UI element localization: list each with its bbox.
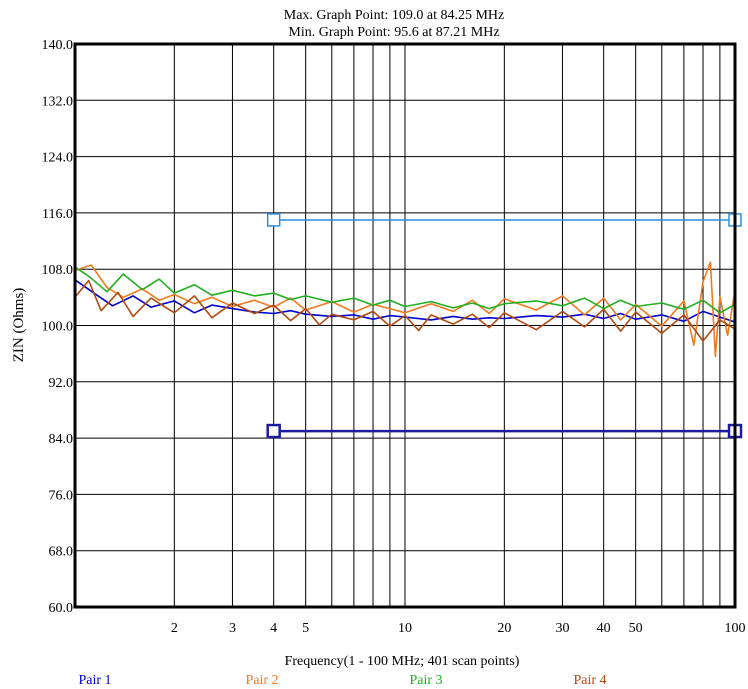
x-tick-label: 40 — [597, 621, 611, 636]
series-line-pair-4 — [74, 279, 736, 342]
y-tick-label: 140.0 — [42, 38, 74, 53]
y-tick-label: 108.0 — [42, 263, 74, 278]
legend-entry-pair-4: Pair 4 — [573, 673, 606, 688]
y-tick-label: 124.0 — [42, 151, 74, 166]
x-tick-label: 2 — [171, 621, 178, 636]
legend: Pair 1 Pair 2 Pair 3 Pair 4 — [78, 673, 606, 688]
limit-marker — [266, 213, 281, 227]
y-tick-label: 84.0 — [49, 432, 74, 447]
legend-entry-pair-1: Pair 1 — [78, 673, 111, 688]
series-line-pair-1 — [74, 279, 736, 323]
x-tick-label: 3 — [229, 621, 236, 636]
series-line-pair-3 — [74, 266, 736, 314]
x-tick-label: 100 — [725, 621, 746, 636]
x-tick-label: 5 — [302, 621, 309, 636]
x-axis-label: Frequency(1 - 100 MHz; 401 scan points) — [285, 654, 520, 669]
grid — [75, 43, 735, 608]
legend-entry-pair-3: Pair 3 — [409, 673, 442, 688]
y-tick-label: 68.0 — [49, 545, 74, 560]
x-tick-label: 20 — [497, 621, 511, 636]
x-tick-label: 10 — [398, 621, 412, 636]
legend-entry-pair-2: Pair 2 — [245, 673, 278, 688]
plot-frame — [73, 42, 737, 609]
x-tick-label: 30 — [555, 621, 569, 636]
y-tick-label: 76.0 — [49, 488, 74, 503]
y-tick-labels: 60.0 68.0 76.0 84.0 92.0 100.0 108.0 116.0 124.0… — [42, 38, 74, 616]
y-tick-label: 100.0 — [42, 320, 74, 335]
limit-marker — [266, 423, 281, 439]
y-tick-label: 60.0 — [49, 601, 74, 616]
subtitle-max: Max. Graph Point: 109.0 at 84.25 MHz — [284, 8, 504, 23]
subtitle-min: Min. Graph Point: 95.6 at 87.21 MHz — [288, 25, 499, 40]
x-tick-label: 4 — [270, 621, 277, 636]
x-tick-labels: 2 3 4 5 10 20 30 40 50 100 — [171, 621, 746, 636]
y-tick-label: 132.0 — [42, 94, 74, 109]
y-axis-label: ZIN (Ohms) — [11, 288, 27, 363]
y-tick-label: 92.0 — [49, 376, 74, 391]
series-line-pair-2 — [74, 261, 736, 358]
series-lines — [74, 261, 736, 358]
y-tick-label: 116.0 — [42, 207, 73, 222]
x-tick-label: 50 — [629, 621, 643, 636]
